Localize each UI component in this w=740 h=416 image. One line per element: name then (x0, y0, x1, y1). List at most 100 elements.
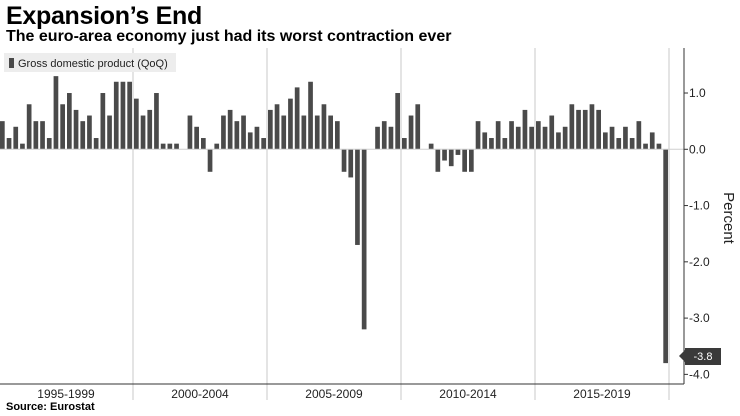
bar (556, 132, 561, 150)
bar (515, 126, 521, 150)
bar (335, 121, 340, 150)
bar (462, 149, 467, 172)
bar (60, 104, 65, 150)
bar (247, 132, 253, 150)
bar (435, 149, 441, 172)
bar (569, 104, 575, 150)
bar (469, 149, 474, 172)
bar (268, 109, 273, 150)
bar (522, 109, 528, 150)
bar (616, 138, 622, 150)
x-axis-period-labels: 1995-1999 2000-2004 2005-2009 2010-2014 2015… (37, 387, 631, 401)
callout-value: -3.8 (694, 351, 713, 363)
bar (100, 93, 106, 150)
bar (120, 81, 126, 150)
x-period-label: 2000-2004 (171, 387, 229, 401)
bar (415, 104, 421, 150)
bar (288, 98, 293, 150)
x-period-label: 2015-2019 (573, 387, 631, 401)
bar (402, 138, 407, 150)
bar (93, 138, 99, 150)
bar (87, 115, 92, 150)
bar (643, 143, 648, 150)
bar (489, 138, 494, 150)
bar (589, 104, 595, 150)
bar (234, 121, 240, 150)
y-tick-label: 0.0 (689, 142, 706, 156)
y-tick-label: 1.0 (689, 86, 706, 100)
bar (261, 138, 266, 150)
bar (542, 126, 548, 150)
bar (40, 121, 45, 150)
bar (207, 149, 213, 172)
bar (107, 115, 112, 150)
bar (134, 98, 139, 150)
x-period-label: 2010-2014 (439, 387, 497, 401)
bar (0, 121, 5, 150)
bar (328, 115, 333, 150)
bar (140, 115, 146, 150)
bar (582, 109, 588, 150)
chart-title: Expansion’s End (6, 2, 203, 30)
y-axis-label: Percent (720, 192, 737, 245)
bar (341, 149, 347, 172)
bar (26, 104, 32, 150)
bar (375, 126, 380, 150)
bar (33, 121, 39, 150)
bar (355, 149, 360, 245)
bar (623, 126, 628, 150)
bar (649, 132, 655, 150)
bar (201, 138, 206, 150)
bar (348, 149, 354, 178)
bar (576, 109, 581, 150)
bar (254, 126, 260, 150)
bar (174, 143, 179, 150)
bar (46, 138, 52, 150)
bar (187, 115, 193, 150)
bar (495, 121, 501, 150)
y-tick-label: -1.0 (689, 199, 710, 213)
legend-box (4, 53, 176, 72)
bar (160, 143, 166, 150)
bar (596, 109, 601, 150)
bar (428, 143, 434, 150)
bar (442, 149, 447, 161)
bar (395, 93, 400, 150)
bar (502, 138, 508, 150)
bar (629, 138, 635, 150)
bar (13, 126, 19, 150)
x-period-label: 1995-1999 (37, 387, 95, 401)
bar (308, 81, 313, 150)
bar (154, 93, 159, 150)
legend: Gross domestic product (QoQ) (4, 53, 176, 72)
bar (214, 143, 220, 150)
y-tick-label: -3.0 (689, 311, 710, 325)
bar (294, 87, 300, 150)
bar (67, 93, 72, 150)
bar (301, 115, 307, 150)
callout-pointer (679, 350, 685, 362)
bar (113, 81, 119, 150)
bar (562, 126, 568, 150)
bar (80, 121, 86, 150)
bar (656, 143, 662, 150)
y-tick-label: -2.0 (689, 255, 710, 269)
x-period-label: 2005-2009 (305, 387, 363, 401)
bar (381, 121, 387, 150)
bar (241, 115, 246, 150)
legend-swatch (9, 58, 14, 68)
bar (127, 81, 132, 150)
y-tick-label: -4.0 (689, 367, 710, 381)
source-note: Source: Eurostat (6, 401, 95, 413)
bar (636, 121, 642, 150)
bar (20, 143, 25, 150)
chart-subtitle: The euro-area economy just had its worst… (6, 28, 452, 45)
bar (509, 121, 514, 150)
bar (529, 126, 534, 150)
bar (53, 76, 59, 150)
bar (455, 149, 461, 155)
bar-series (0, 76, 668, 364)
bar (609, 126, 615, 150)
bar (221, 115, 226, 150)
